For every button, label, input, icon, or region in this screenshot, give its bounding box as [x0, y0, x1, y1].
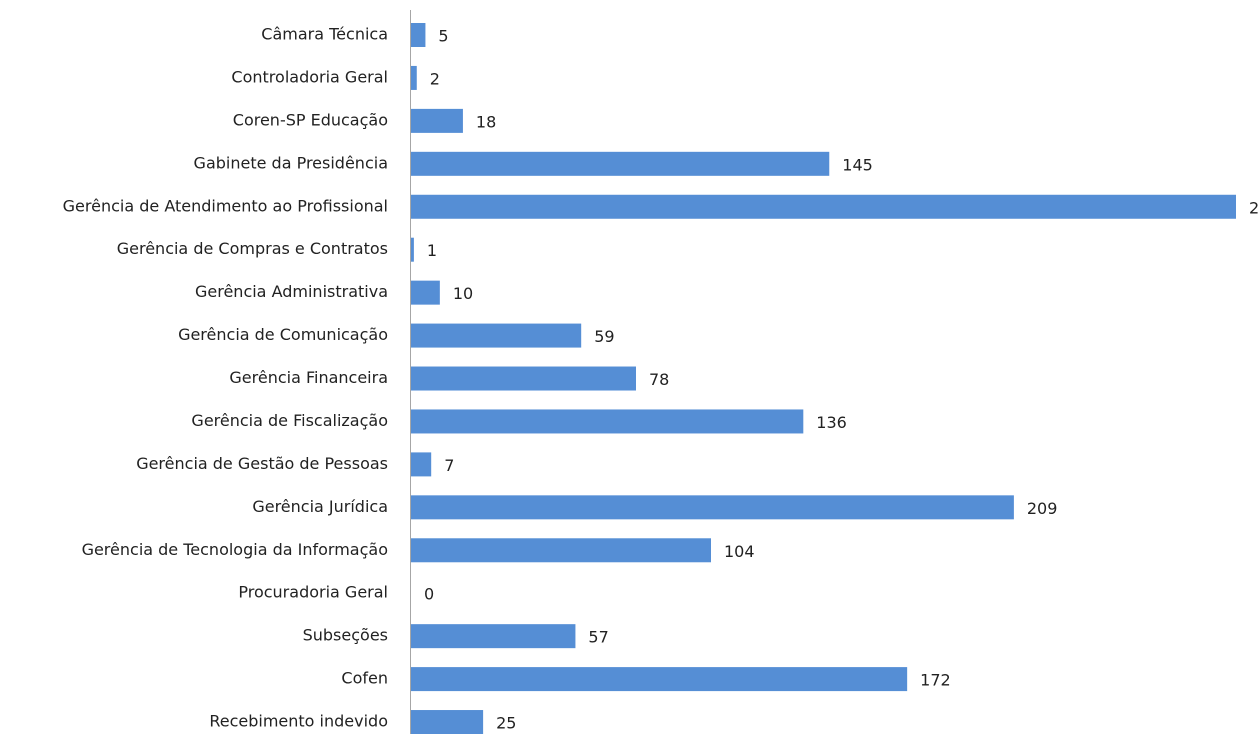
bar	[411, 538, 711, 563]
bar	[411, 237, 414, 262]
category-label: Gerência de Fiscalização	[191, 411, 388, 430]
value-label: 78	[649, 370, 669, 389]
category-label: Subseções	[303, 626, 388, 645]
category-label: Gerência Administrativa	[195, 282, 388, 301]
bar	[411, 65, 417, 90]
category-label: Gerência de Gestão de Pessoas	[136, 454, 388, 473]
category-label: Procuradoria Geral	[238, 583, 388, 602]
value-label: 172	[920, 671, 951, 690]
bar	[411, 151, 830, 176]
value-label: 145	[842, 155, 873, 174]
bar	[411, 495, 1014, 520]
category-label: Gerência Financeira	[229, 368, 388, 387]
value-label: 209	[1027, 499, 1058, 518]
value-label: 7	[444, 456, 454, 475]
category-label: Câmara Técnica	[261, 25, 388, 44]
value-label: 59	[594, 327, 614, 346]
bar	[411, 452, 432, 477]
category-label: Recebimento indevido	[209, 712, 388, 731]
bar	[411, 280, 440, 305]
category-label: Coren-SP Educação	[233, 110, 388, 129]
category-label: Gerência Jurídica	[252, 497, 388, 516]
category-label: Gerência de Tecnologia da Informação	[82, 540, 388, 559]
value-label: 25	[496, 714, 516, 733]
value-label: 57	[588, 628, 608, 647]
value-label: 0	[424, 585, 434, 604]
value-label: 2	[430, 69, 440, 88]
category-label: Cofen	[341, 669, 388, 688]
category-label: Gerência de Atendimento ao Profissional	[63, 196, 388, 215]
bar	[411, 366, 636, 391]
value-label: 136	[816, 413, 847, 432]
bar	[411, 624, 576, 649]
bar	[411, 409, 804, 434]
category-label: Gerência de Comunicação	[178, 325, 388, 344]
value-label: 286	[1249, 198, 1259, 217]
category-label: Gerência de Compras e Contratos	[117, 239, 388, 258]
category-label: Gabinete da Presidência	[194, 153, 388, 172]
bar	[411, 23, 426, 47]
value-label: 1	[427, 241, 437, 260]
bar	[411, 710, 484, 734]
value-label: 18	[476, 112, 496, 131]
bar	[411, 323, 582, 348]
value-label: 10	[453, 284, 473, 303]
value-label: 104	[724, 542, 755, 561]
bar	[411, 667, 908, 692]
bar	[411, 108, 463, 133]
bar	[411, 194, 1236, 219]
category-label: Controladoria Geral	[231, 67, 388, 86]
value-label: 5	[438, 27, 448, 46]
